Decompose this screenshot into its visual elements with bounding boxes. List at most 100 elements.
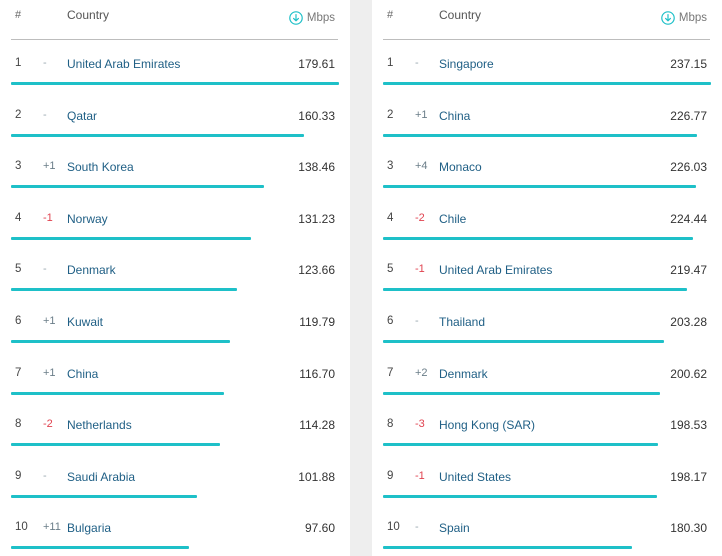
rank-number: 6 xyxy=(15,315,22,327)
table-row[interactable]: 4 -2 Chile 224.44 xyxy=(372,195,722,247)
table-row[interactable]: 2 +1 China 226.77 xyxy=(372,92,722,144)
rank-number: 3 xyxy=(387,160,394,173)
country-link[interactable]: Denmark xyxy=(67,263,116,278)
rank-change: -2 xyxy=(415,211,425,224)
rank-change: - xyxy=(415,57,419,69)
rank-change: -2 xyxy=(43,418,53,431)
table-row[interactable]: 10 +11 Bulgaria 97.60 xyxy=(0,504,350,556)
country-link[interactable]: South Korea xyxy=(67,160,134,175)
rank-number: 5 xyxy=(387,263,394,276)
speed-value: 131.23 xyxy=(298,211,335,226)
table-row[interactable]: 1 - United Arab Emirates 179.61 xyxy=(0,40,350,92)
country-link[interactable]: United Arab Emirates xyxy=(439,263,553,278)
speed-unit-label: Mbps xyxy=(306,12,335,24)
rank-change: - xyxy=(43,263,47,276)
rank-change: - xyxy=(415,315,419,327)
speed-value: 114.28 xyxy=(299,418,335,433)
table-row[interactable]: 7 +2 Denmark 200.62 xyxy=(372,350,722,402)
speed-value: 226.77 xyxy=(670,108,707,123)
rank-change: -1 xyxy=(415,469,425,482)
rank-number: 5 xyxy=(15,263,22,276)
rank-number: 10 xyxy=(387,521,400,534)
rank-change: -1 xyxy=(43,211,53,224)
rank-change: +1 xyxy=(43,366,56,379)
table-row[interactable]: 8 -2 Netherlands 114.28 xyxy=(0,401,350,453)
table-row[interactable]: 7 +1 China 116.70 xyxy=(0,350,350,402)
speed-value: 198.53 xyxy=(670,418,707,433)
table-row[interactable]: 5 -1 United Arab Emirates 219.47 xyxy=(372,246,722,298)
table-row[interactable]: 10 - Spain 180.30 xyxy=(372,504,722,556)
speed-bar xyxy=(11,546,190,550)
speed-column-header[interactable]: Mbps xyxy=(289,11,335,25)
rank-number: 2 xyxy=(15,108,22,121)
country-link[interactable]: China xyxy=(439,108,471,123)
rank-change: - xyxy=(43,57,47,69)
rank-change: - xyxy=(43,469,47,482)
speed-value: 180.30 xyxy=(670,521,707,536)
speed-value: 179.61 xyxy=(298,57,335,71)
speed-value: 224.44 xyxy=(670,211,707,226)
country-link[interactable]: Qatar xyxy=(67,108,98,123)
rank-change: +11 xyxy=(43,521,61,534)
speed-bar xyxy=(11,443,220,447)
table-row[interactable]: 5 - Denmark 123.66 xyxy=(0,246,350,298)
rank-change: +1 xyxy=(43,160,56,173)
country-link[interactable]: Chile xyxy=(439,211,467,226)
speed-bar xyxy=(383,546,633,550)
speed-value: 97.60 xyxy=(304,521,335,536)
rank-change: - xyxy=(43,108,47,121)
table-row[interactable]: 6 - Thailand 203.28 xyxy=(372,298,722,350)
table-row[interactable]: 3 +4 Monaco 226.03 xyxy=(372,143,722,195)
table-row[interactable]: 9 -1 United States 198.17 xyxy=(372,453,722,505)
speed-bar xyxy=(11,82,339,85)
country-link[interactable]: Bulgaria xyxy=(67,521,112,536)
rank-number: 1 xyxy=(387,57,394,69)
country-link[interactable]: Kuwait xyxy=(67,315,104,329)
speed-value: 219.47 xyxy=(670,263,707,278)
rank-change: -3 xyxy=(415,418,425,431)
header-divider xyxy=(383,39,710,40)
table-row[interactable]: 3 +1 South Korea 138.46 xyxy=(0,143,350,195)
country-link[interactable]: Thailand xyxy=(439,315,486,329)
country-link[interactable]: United Arab Emirates xyxy=(67,57,181,71)
speed-bar xyxy=(383,391,661,395)
speed-value: 203.28 xyxy=(670,315,707,329)
speed-unit-label: Mbps xyxy=(678,12,707,24)
rank-change: +1 xyxy=(43,315,56,327)
speed-column-header[interactable]: Mbps xyxy=(661,11,707,25)
speed-bar xyxy=(383,185,696,189)
table-row[interactable]: 1 - Singapore 237.15 xyxy=(372,40,722,92)
speed-value: 237.15 xyxy=(670,57,707,71)
country-column-header: Country xyxy=(67,8,110,22)
country-link[interactable]: China xyxy=(67,366,99,381)
rank-number: 6 xyxy=(387,315,394,327)
country-link[interactable]: Singapore xyxy=(439,57,494,71)
speed-bar xyxy=(383,340,665,343)
left-ranking-panel: # Country Mbps 1 - United Arab Emirates 179… xyxy=(0,0,350,556)
country-link[interactable]: United States xyxy=(439,469,512,484)
table-row[interactable]: 2 - Qatar 160.33 xyxy=(0,92,350,144)
table-row[interactable]: 9 - Saudi Arabia 101.88 xyxy=(0,453,350,505)
speed-bar xyxy=(383,494,658,498)
country-link[interactable]: Denmark xyxy=(439,366,488,381)
table-row[interactable]: 4 -1 Norway 131.23 xyxy=(0,195,350,247)
header-divider xyxy=(11,39,338,40)
country-link[interactable]: Norway xyxy=(67,211,108,226)
speed-bar xyxy=(11,391,225,395)
rank-number: 9 xyxy=(387,469,394,482)
table-row[interactable]: 8 -3 Hong Kong (SAR) 198.53 xyxy=(372,401,722,453)
rank-number: 7 xyxy=(387,366,394,379)
rank-change: +4 xyxy=(415,160,428,173)
table-row[interactable]: 6 +1 Kuwait 119.79 xyxy=(0,298,350,350)
speed-bar xyxy=(383,133,697,137)
rank-change: +2 xyxy=(415,366,428,379)
country-link[interactable]: Saudi Arabia xyxy=(67,469,136,484)
country-link[interactable]: Spain xyxy=(439,521,470,536)
country-link[interactable]: Hong Kong (SAR) xyxy=(439,418,536,433)
rank-number: 8 xyxy=(15,418,22,431)
country-link[interactable]: Netherlands xyxy=(67,418,132,433)
country-link[interactable]: Monaco xyxy=(439,160,482,175)
speed-value: 116.70 xyxy=(299,366,335,381)
download-circle-icon xyxy=(289,11,303,25)
speed-value: 123.66 xyxy=(298,263,335,278)
